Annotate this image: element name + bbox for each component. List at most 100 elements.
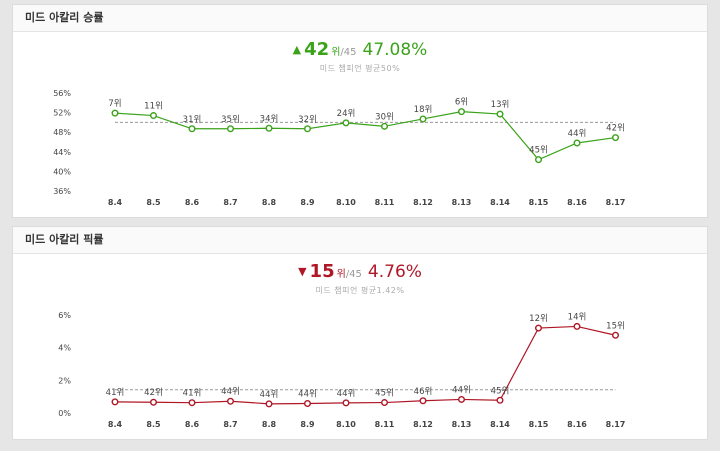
- pickrate-y-tick: 4%: [58, 344, 71, 353]
- pickrate-point-label: 42위: [144, 388, 163, 398]
- winrate-point-label: 44위: [568, 129, 587, 139]
- winrate-x-tick: 8.15: [529, 198, 549, 207]
- winrate-data-point: [149, 112, 157, 120]
- rank-up-arrow-icon: ▲: [292, 43, 302, 56]
- pickrate-x-tick: 8.9: [300, 420, 315, 429]
- pickrate-x-tick: 8.13: [452, 420, 472, 429]
- winrate-data-point: [612, 134, 620, 142]
- pickrate-point-label: 14위: [568, 312, 587, 322]
- pickrate-data-point: [381, 399, 389, 407]
- pickrate-data-point: [419, 397, 427, 405]
- pickrate-data-point: [573, 322, 581, 330]
- pickrate-x-tick: 8.5: [146, 420, 161, 429]
- winrate-panel-title: 미드 아칼리 승률: [13, 5, 707, 32]
- pickrate-data-point: [535, 324, 543, 332]
- pickrate-x-tick: 8.8: [262, 420, 277, 429]
- winrate-data-point: [265, 124, 273, 132]
- pickrate-x-tick: 8.6: [185, 420, 200, 429]
- pickrate-data-point: [149, 398, 157, 406]
- pickrate-point-label: 46위: [414, 387, 433, 397]
- winrate-point-label: 35위: [221, 115, 240, 125]
- pickrate-x-tick: 8.7: [223, 420, 237, 429]
- winrate-panel: 미드 아칼리 승률 ▲ 42 위/45 47.08% 미드 챔피언 평균50% 56%…: [12, 4, 708, 218]
- winrate-x-tick: 8.17: [606, 198, 626, 207]
- winrate-point-label: 32위: [298, 115, 317, 125]
- pickrate-point-label: 44위: [452, 385, 471, 395]
- pickrate-data-point: [496, 396, 504, 404]
- pickrate-panel: 미드 아칼리 픽률 ▼ 15 위/45 4.76% 미드 챔피언 평균1.42% 6%…: [12, 226, 708, 440]
- pickrate-data-point: [265, 400, 273, 408]
- pickrate-x-tick: 8.14: [490, 420, 510, 429]
- winrate-x-tick: 8.8: [262, 198, 277, 207]
- winrate-x-tick: 8.9: [300, 198, 315, 207]
- pickrate-rank-total: /45: [345, 269, 362, 280]
- winrate-y-tick: 40%: [53, 167, 71, 176]
- winrate-chart: 56% 52% 48% 44% 40% 36% 8.4 8.5 8.6 8.7 8.8 8.9 8.10…: [53, 89, 626, 207]
- winrate-average-label: 미드 챔피언 평균50%: [319, 64, 401, 73]
- winrate-data-point: [342, 119, 350, 127]
- pickrate-point-label: 44위: [298, 390, 317, 400]
- winrate-data-point: [535, 156, 543, 164]
- pickrate-chart: 6% 4% 2% 0% 8.4 8.5 8.6 8.7 8.8 8.9 8.10 8.11 8.12 8.…: [58, 311, 626, 429]
- winrate-rank: 42: [304, 39, 330, 60]
- pickrate-summary: ▼ 15 위/45 4.76% 미드 챔피언 평균1.42%: [13, 261, 707, 296]
- winrate-data-point: [496, 110, 504, 118]
- winrate-point-label: 34위: [260, 114, 279, 124]
- pickrate-point-label: 45위: [375, 389, 394, 399]
- winrate-x-tick: 8.14: [490, 198, 510, 207]
- pickrate-y-tick: 0%: [58, 409, 71, 418]
- pickrate-y-tick: 2%: [58, 376, 71, 385]
- pickrate-data-point: [342, 399, 350, 407]
- winrate-x-tick: 8.4: [108, 198, 123, 207]
- pickrate-x-tick: 8.10: [336, 420, 356, 429]
- pickrate-summary-line: ▼ 15 위/45 4.76%: [13, 261, 707, 282]
- winrate-data-point: [304, 125, 312, 133]
- winrate-point-label: 11위: [144, 102, 163, 112]
- winrate-point-label: 30위: [375, 112, 394, 122]
- winrate-point-label: 24위: [337, 109, 356, 119]
- winrate-data-point: [111, 109, 119, 117]
- pickrate-panel-title: 미드 아칼리 픽률: [13, 227, 707, 254]
- pickrate-series-line: [114, 325, 616, 405]
- pickrate-point-label: 41위: [183, 389, 202, 399]
- rank-down-arrow-icon: ▼: [298, 265, 307, 278]
- winrate-x-tick: 8.12: [413, 198, 433, 207]
- winrate-point-label: 45위: [529, 146, 548, 156]
- pickrate-point-label: 15위: [606, 321, 625, 331]
- pickrate-x-tick: 8.16: [567, 420, 587, 429]
- pickrate-data-point: [188, 399, 196, 407]
- winrate-summary-line: ▲ 42 위/45 47.08%: [13, 39, 707, 60]
- pickrate-point-label: 45위: [491, 386, 510, 396]
- pickrate-point-label: 12위: [529, 314, 548, 324]
- winrate-x-tick: 8.5: [146, 198, 161, 207]
- winrate-x-tick: 8.6: [185, 198, 200, 207]
- pickrate-y-tick: 6%: [58, 311, 71, 320]
- winrate-y-tick: 52%: [53, 109, 71, 118]
- winrate-y-tick: 36%: [53, 187, 71, 196]
- pickrate-x-tick: 8.12: [413, 420, 433, 429]
- pickrate-x-tick: 8.11: [375, 420, 395, 429]
- winrate-rank-unit: 위: [331, 47, 341, 58]
- pickrate-point-label: 41위: [106, 388, 125, 398]
- winrate-data-point: [226, 125, 234, 133]
- pickrate-data-point: [458, 395, 466, 403]
- winrate-y-tick: 44%: [53, 148, 71, 157]
- pickrate-x-tick: 8.4: [108, 420, 123, 429]
- pickrate-rank: 15: [309, 261, 335, 282]
- pickrate-data-point: [111, 398, 119, 406]
- pickrate-point-label: 44위: [221, 387, 240, 397]
- pickrate-point-label: 44위: [260, 390, 279, 400]
- winrate-x-tick: 8.13: [452, 198, 472, 207]
- winrate-point-label: 13위: [491, 100, 510, 110]
- winrate-y-tick: 48%: [53, 128, 71, 137]
- pickrate-data-point: [304, 400, 312, 408]
- winrate-x-tick: 8.16: [567, 198, 587, 207]
- winrate-percent: 47.08%: [362, 40, 428, 60]
- pickrate-x-tick: 8.17: [606, 420, 626, 429]
- winrate-point-label: 18위: [414, 105, 433, 115]
- winrate-x-tick: 8.10: [336, 198, 356, 207]
- winrate-data-point: [188, 125, 196, 133]
- pickrate-data-point: [226, 397, 234, 405]
- winrate-data-point: [573, 139, 581, 147]
- winrate-y-tick: 56%: [53, 89, 71, 98]
